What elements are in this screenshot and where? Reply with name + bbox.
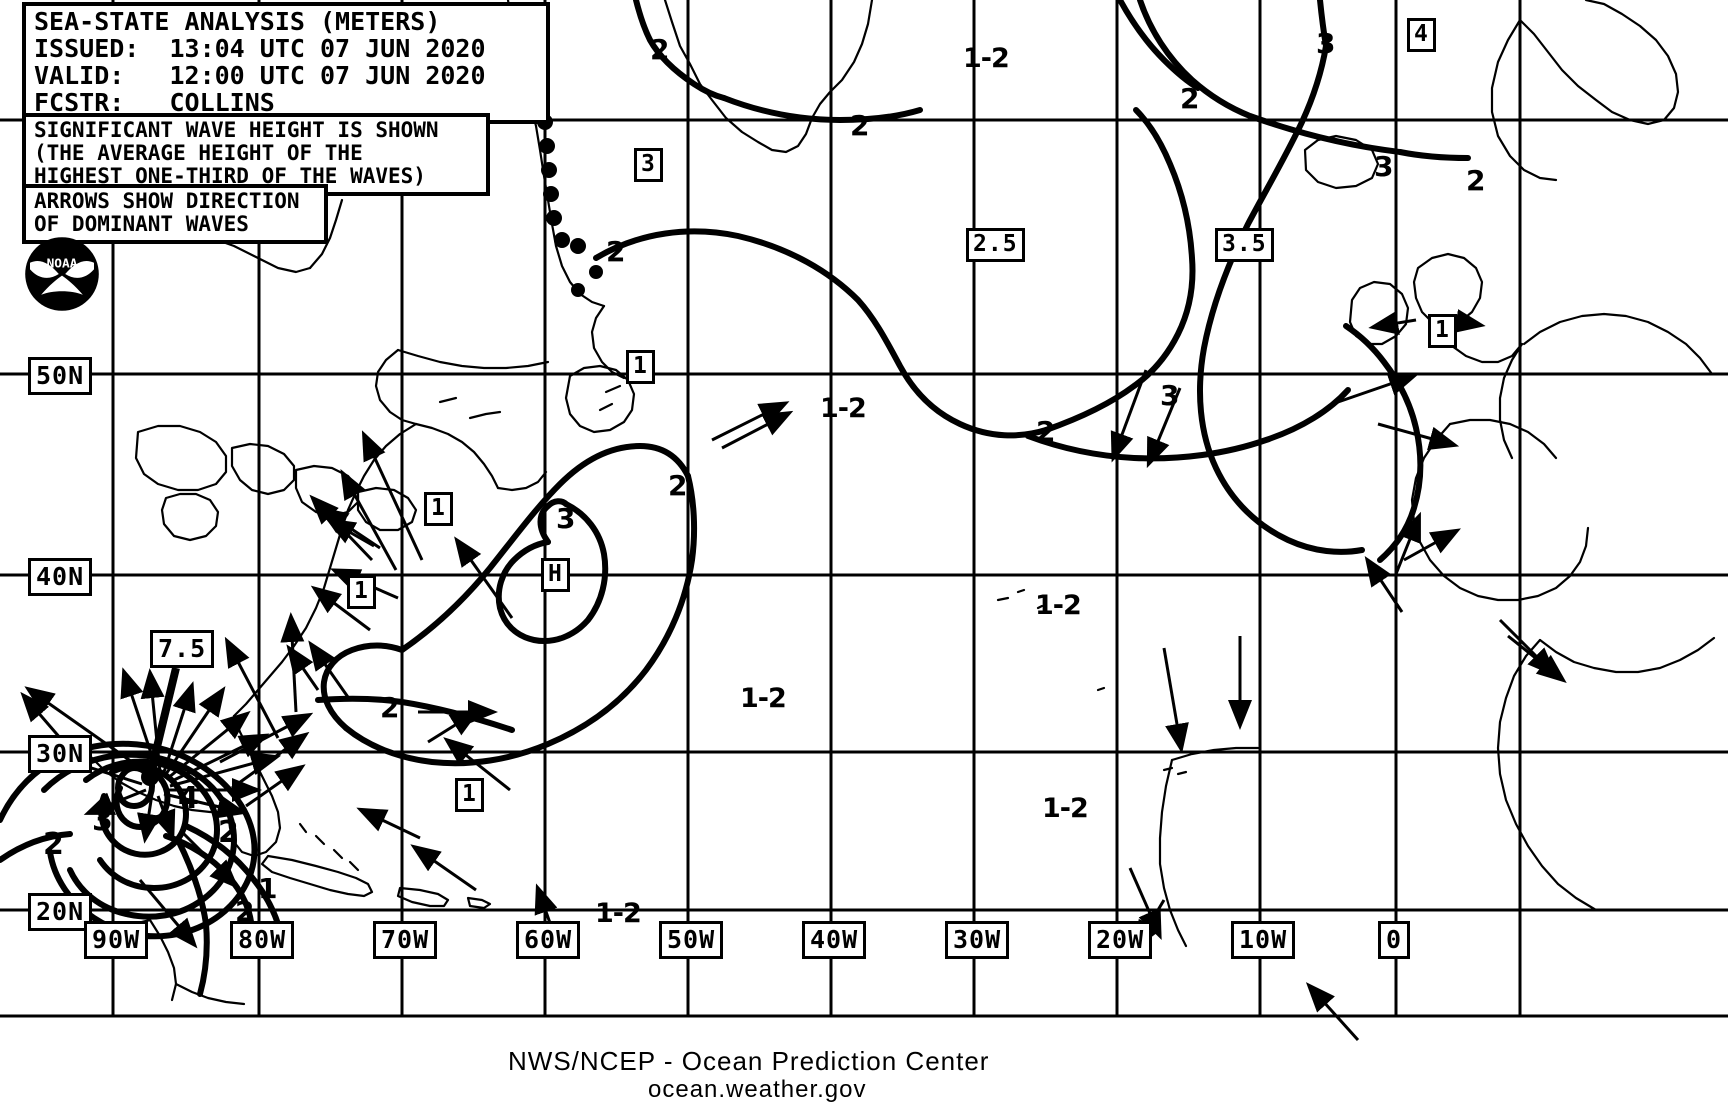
boxed-contour-2p5: 2.5 <box>966 228 1025 262</box>
boxed-contour-1-newengland: 1 <box>347 575 376 609</box>
contour-label-1-2-northcentral: 1-2 <box>820 393 867 424</box>
lat-label-30n: 30N <box>28 735 93 773</box>
contour-label-2-eastcoast: 2 <box>380 691 400 724</box>
arrow-legend-panel: ARROWS SHOW DIRECTION OF DOMINANT WAVES <box>22 184 328 244</box>
lat-label-50n: 50N <box>28 357 93 395</box>
contour-label-3-norwegian: 3 <box>1316 27 1336 60</box>
contour-label-2-norway: 2 <box>1466 164 1486 197</box>
lon-label-80w: 80W <box>230 921 295 959</box>
boxed-contour-4: 4 <box>1407 18 1436 52</box>
contour-label-4-storm: 4 <box>178 781 199 816</box>
wave-legend-line-2: (THE AVERAGE HEIGHT OF THE <box>34 141 363 165</box>
contour-label-3-storm-w: 3 <box>92 803 113 838</box>
forecaster-line: FCSTR: COLLINS <box>34 88 275 117</box>
contour-label-2-eastatlantic: 2 <box>1036 415 1056 448</box>
lon-label-10w: 10W <box>1231 921 1296 959</box>
contour-label-2-greenland-w: 2 <box>650 33 670 66</box>
wave-legend-line-1: SIGNIFICANT WAVE HEIGHT IS SHOWN <box>34 118 439 142</box>
lat-label-40n: 40N <box>28 558 93 596</box>
boxed-contour-3: 3 <box>634 148 663 182</box>
noaa-logo: NOAA <box>25 237 99 311</box>
contour-label-3-biscay: 3 <box>1160 379 1180 412</box>
contour-label-2-greenland-s: 2 <box>850 109 870 142</box>
boxed-contour-1-newfoundland: 1 <box>626 350 655 384</box>
valid-line: VALID: 12:00 UTC 07 JUN 2020 <box>34 61 486 90</box>
lon-label-40w: 40W <box>802 921 867 959</box>
arrow-legend-line-2: OF DOMINANT WAVES <box>34 212 249 236</box>
boxed-contour-3p5: 3.5 <box>1215 228 1274 262</box>
contour-label-1-2-central: 1-2 <box>740 683 787 714</box>
lon-label-30w: 30W <box>945 921 1010 959</box>
noaa-logo-text: NOAA <box>47 257 78 272</box>
contour-label-1-2-canaries: 1-2 <box>1042 793 1089 824</box>
contour-label-2-midatlantic-n: 2 <box>668 469 688 502</box>
contour-label-1-2-tropics: 1-2 <box>595 898 642 929</box>
lon-label-50w: 50W <box>659 921 724 959</box>
lat-label-20n: 20N <box>28 893 93 931</box>
lon-label-70w: 70W <box>373 921 438 959</box>
contour-label-1-2-azores: 1-2 <box>1035 590 1082 621</box>
footer-website: ocean.weather.gov <box>648 1076 867 1103</box>
contour-label-1-florida: 1 <box>258 872 278 905</box>
boxed-contour-1-europe: 1 <box>1428 314 1457 348</box>
footer-agency-line: NWS/NCEP - Ocean Prediction Center <box>508 1046 990 1076</box>
contour-label-2-labrador: 2 <box>606 235 626 268</box>
contour-label-2-gulf: 2 <box>235 895 255 928</box>
wave-legend-line-3: HIGHEST ONE-THIRD OF THE WAVES) <box>34 164 426 188</box>
boxed-contour-1-maritimes: 1 <box>424 492 453 526</box>
contour-label-2-storm-e: 2 <box>218 815 239 850</box>
analysis-title: SEA-STATE ANALYSIS (METERS) <box>34 7 441 36</box>
issued-line: ISSUED: 13:04 UTC 07 JUN 2020 <box>34 34 486 63</box>
arrow-legend-line-1: ARROWS SHOW DIRECTION <box>34 189 300 213</box>
lon-label-0: 0 <box>1378 921 1411 959</box>
contour-label-2-storm-sw: 2 <box>43 827 64 862</box>
lon-label-20w: 20W <box>1088 921 1153 959</box>
lon-label-90w: 90W <box>84 921 149 959</box>
contour-label-3-iceland-e: 3 <box>1374 150 1394 183</box>
contour-label-3-midatlantic: 3 <box>556 502 576 535</box>
contour-label-2-iceland-w: 2 <box>1180 82 1200 115</box>
contour-label-1-2-north: 1-2 <box>963 43 1010 74</box>
lon-label-60w: 60W <box>516 921 581 959</box>
boxed-high-center-marker: H <box>541 558 570 592</box>
boxed-max-wave-7p5: 7.5 <box>150 630 215 668</box>
boxed-contour-1-midatlantic: 1 <box>455 778 484 812</box>
